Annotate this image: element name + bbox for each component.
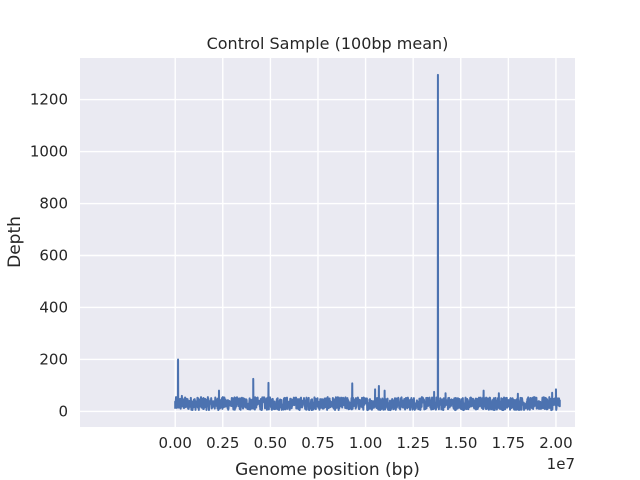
x-tick-label: 0.50	[254, 434, 287, 452]
y-axis-label: Depth	[5, 216, 25, 268]
series-layer	[174, 73, 561, 412]
y-tick-label: 400	[39, 298, 68, 316]
y-tick-label: 1000	[30, 143, 68, 161]
y-tick-label: 800	[39, 195, 68, 213]
x-axis-offset-label: 1e7	[547, 455, 575, 473]
x-tick-labels: 0.00 0.25 0.50 0.75 1.00 1.25 1.50 1.75 2.00	[158, 434, 572, 452]
plot-background	[80, 58, 575, 427]
x-tick-label: 2.00	[539, 434, 572, 452]
y-gridlines	[80, 98, 575, 413]
x-gridlines	[174, 58, 557, 427]
y-tick-label: 0	[58, 402, 68, 420]
x-axis-label: Genome position (bp)	[235, 460, 420, 480]
x-tick-label: 0.25	[206, 434, 239, 452]
y-tick-label: 200	[39, 350, 68, 368]
x-tick-label: 1.00	[349, 434, 382, 452]
x-tick-label: 1.75	[492, 434, 525, 452]
x-tick-label: 1.50	[444, 434, 477, 452]
x-tick-label: 0.75	[301, 434, 334, 452]
y-tick-label: 1200	[30, 91, 68, 109]
x-tick-label: 1.25	[396, 434, 429, 452]
y-tick-label: 600	[39, 246, 68, 264]
y-tick-labels: 0 200 400 600 800 1000 1200	[30, 91, 68, 421]
chart-title: Control Sample (100bp mean)	[207, 34, 449, 53]
x-tick-label: 0.00	[158, 434, 191, 452]
series-line	[174, 73, 561, 412]
